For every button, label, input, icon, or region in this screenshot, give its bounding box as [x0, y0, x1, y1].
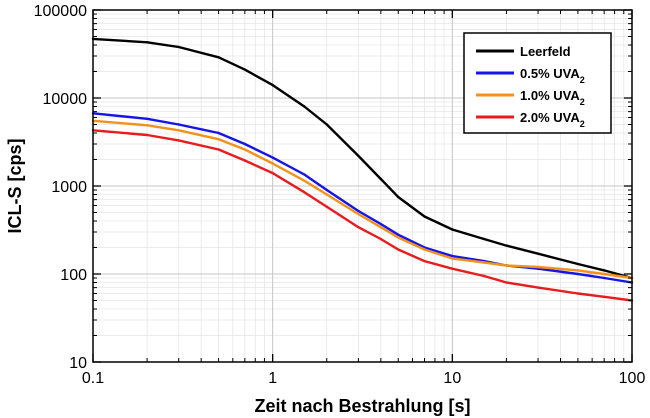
data-point — [505, 264, 508, 267]
data-point — [145, 133, 149, 137]
legend-items: Leerfeld 0.5% UVA2 1.0% UVA2 2.0% UVA2 — [476, 44, 585, 129]
data-point — [603, 272, 606, 276]
y-tick-label: 10 — [69, 355, 87, 372]
legend-label-3: 1.0% UVA2 — [520, 88, 585, 107]
data-point — [536, 265, 540, 269]
data-point — [271, 162, 274, 165]
data-point — [482, 274, 486, 278]
y-tick-labels: 10 100 1000 10000 100000 — [34, 3, 87, 372]
data-point — [217, 56, 220, 59]
data-point — [576, 269, 580, 272]
data-point — [325, 188, 328, 192]
data-point — [423, 248, 426, 251]
data-point — [379, 226, 382, 229]
data-point — [357, 154, 360, 158]
y-tick-label: 100000 — [34, 3, 87, 20]
data-point — [603, 269, 606, 272]
data-point — [217, 131, 220, 135]
data-point — [217, 148, 220, 151]
y-tick-label: 1000 — [51, 179, 87, 196]
data-point — [271, 171, 274, 175]
data-point — [177, 45, 180, 49]
x-tick-label: 1 — [268, 370, 277, 387]
data-point — [271, 83, 274, 87]
data-point — [271, 156, 274, 159]
data-point — [576, 262, 580, 266]
data-point — [357, 226, 360, 229]
data-point — [451, 228, 454, 231]
data-point — [243, 142, 246, 146]
series-group — [91, 37, 634, 302]
data-point — [303, 173, 306, 176]
data-point — [482, 237, 486, 241]
data-point — [145, 41, 149, 44]
data-point — [379, 177, 382, 181]
data-point — [325, 123, 328, 126]
data-point — [145, 117, 149, 121]
data-point — [451, 254, 454, 258]
x-axis-title: Zeit nach Bestrahlung [s] — [254, 396, 470, 416]
data-point — [217, 138, 220, 141]
data-point — [303, 179, 306, 182]
data-point — [303, 105, 306, 108]
data-point — [451, 257, 454, 260]
data-point — [603, 295, 606, 298]
data-point — [576, 272, 580, 276]
data-point — [423, 259, 426, 263]
data-point — [505, 281, 508, 284]
data-point — [451, 267, 454, 270]
data-point — [397, 195, 400, 199]
data-point — [177, 123, 180, 126]
y-tick-label: 100 — [60, 267, 87, 284]
data-point — [357, 209, 360, 213]
data-point — [576, 292, 580, 295]
data-point — [603, 276, 606, 280]
x-tick-label: 0.1 — [82, 370, 104, 387]
data-point — [536, 286, 540, 289]
data-point — [325, 205, 328, 208]
data-point — [536, 252, 540, 255]
legend-label-2: 0.5% UVA2 — [520, 66, 585, 85]
data-point — [357, 212, 360, 216]
axis-ticks — [92, 9, 633, 363]
x-tick-label: 10 — [443, 370, 461, 387]
x-tick-labels: 0.1 1 10 100 — [82, 370, 646, 387]
data-point — [177, 139, 180, 142]
data-point — [303, 191, 306, 194]
y-tick-label: 10000 — [43, 91, 88, 108]
legend-label-1: Leerfeld — [520, 44, 571, 59]
data-point — [379, 237, 382, 241]
legend-label-4: 2.0% UVA2 — [520, 110, 585, 129]
data-point — [243, 159, 246, 162]
x-tick-label: 100 — [619, 370, 646, 387]
data-point — [325, 193, 328, 196]
data-point — [397, 233, 400, 236]
legend: Leerfeld 0.5% UVA2 1.0% UVA2 2.0% UVA2 — [463, 32, 612, 134]
data-point — [397, 248, 400, 251]
data-point — [243, 148, 246, 151]
data-point — [505, 244, 508, 247]
data-point — [423, 215, 426, 218]
data-point — [145, 124, 149, 127]
data-point — [177, 129, 180, 132]
data-point — [482, 261, 486, 264]
data-point — [243, 68, 246, 71]
data-point — [397, 236, 400, 239]
data-point — [379, 222, 382, 226]
y-axis-title: ICL-S [cps] — [5, 138, 25, 233]
